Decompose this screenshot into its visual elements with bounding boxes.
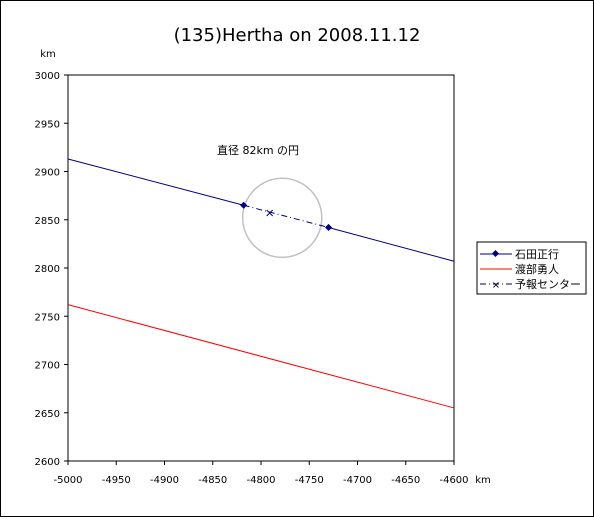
x-tick-label: -4950 <box>102 475 131 486</box>
plot-area <box>67 74 455 462</box>
x-tick-label: -4800 <box>246 475 275 486</box>
legend-label-watanabe: 渡部勇人 <box>515 262 559 276</box>
y-tick-label: 2700 <box>35 361 60 372</box>
legend: 石田正行 渡部勇人 × 予報センター <box>476 241 587 295</box>
y-tick-label: 3000 <box>35 71 60 82</box>
y-tick-label: 2600 <box>35 457 60 468</box>
x-tick-label: -4600 <box>439 475 468 486</box>
y-tick-label: 2900 <box>35 168 60 179</box>
mark-layer <box>67 158 455 409</box>
x-tick-label: -4850 <box>198 475 227 486</box>
y-tick-label: 2650 <box>35 409 60 420</box>
x-tick-label: -4900 <box>150 475 179 486</box>
legend-label-ishida: 石田正行 <box>515 248 559 261</box>
y-tick-label: 2950 <box>35 119 60 130</box>
x-tick-label: -4750 <box>295 475 324 486</box>
legend-marker-forecast: × <box>492 280 500 291</box>
y-tick-label: 2850 <box>35 216 60 227</box>
diameter-circle <box>241 177 323 259</box>
y-axis-unit: km <box>40 49 56 60</box>
legend-marker-ishida <box>491 249 500 258</box>
x-tick-label: -5000 <box>53 475 82 486</box>
series-line-ishida-west <box>67 158 244 206</box>
tick-layer: -5000 -4950 -4900 -4850 -4800 -4750 -4700 -4650… <box>35 71 469 486</box>
series-line-ishida-east <box>328 226 455 262</box>
legend-label-forecast: 予報センター <box>515 278 581 291</box>
chart-title: (135)Hertha on 2008.11.12 <box>174 25 421 46</box>
y-tick-label: 2800 <box>35 264 60 275</box>
data-point-forecast <box>266 209 274 217</box>
data-point-ishida <box>325 223 333 232</box>
x-tick-label: -4650 <box>391 475 420 486</box>
x-tick-label: -4700 <box>343 475 372 486</box>
series-line-watanabe <box>67 304 455 409</box>
forecast-cross-stroke <box>266 209 274 217</box>
x-axis-unit: km <box>475 475 491 486</box>
circle-annotation: 直径 82km の円 <box>217 143 299 157</box>
data-point-ishida <box>240 201 248 209</box>
series-line-forecast <box>243 204 329 228</box>
y-tick-label: 2750 <box>35 312 60 323</box>
